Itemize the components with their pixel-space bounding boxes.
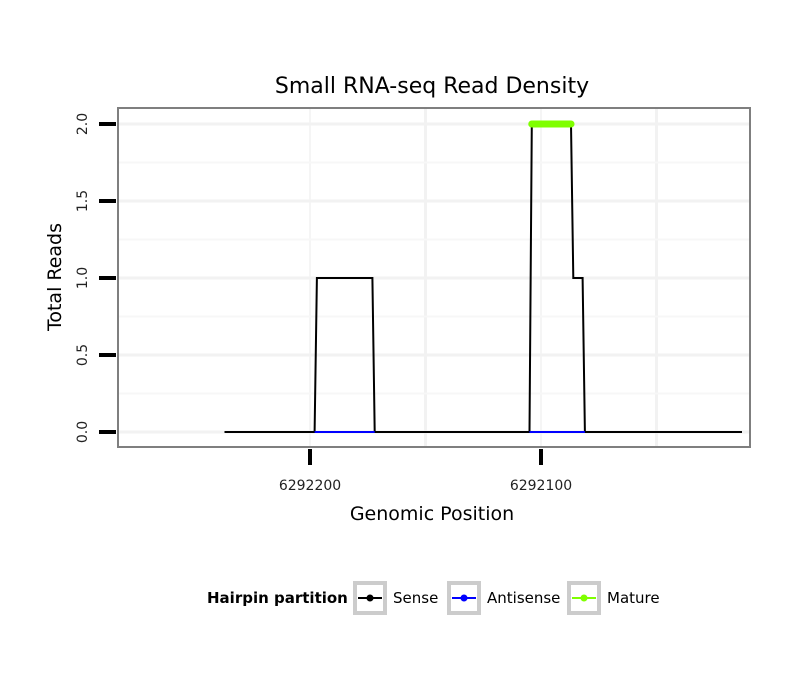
legend-swatch-dot	[366, 594, 374, 602]
x-tick-label: 6292100	[510, 478, 572, 494]
legend-label-mature: Mature	[607, 589, 660, 607]
legend-label-sense: Sense	[393, 589, 438, 607]
legend-swatch-dot	[460, 594, 468, 602]
legend-title: Hairpin partition	[207, 589, 348, 607]
y-axis-label: Total Reads	[44, 223, 66, 332]
y-tick-label: 1.0	[75, 267, 91, 289]
y-axis: 0.0 0.5 1.0 1.5 2.0	[75, 113, 116, 443]
legend-swatch-dot	[580, 594, 588, 602]
data-series	[224, 120, 742, 433]
x-axis: 6292200 6292100	[279, 449, 572, 494]
y-tick-label: 1.5	[75, 190, 91, 212]
x-axis-label: Genomic Position	[350, 503, 514, 525]
y-tick-label: 2.0	[75, 113, 91, 135]
x-tick-label: 6292200	[279, 478, 341, 494]
y-tick-label: 0.0	[75, 421, 91, 443]
chart-title: Small RNA-seq Read Density	[275, 74, 589, 99]
legend: Hairpin partition Sense Antisense Mature	[207, 581, 660, 615]
y-tick-label: 0.5	[75, 344, 91, 366]
plot-panel	[117, 107, 751, 448]
series-sense-line	[224, 123, 742, 433]
grid-lines	[118, 108, 750, 447]
legend-label-antisense: Antisense	[487, 589, 560, 607]
